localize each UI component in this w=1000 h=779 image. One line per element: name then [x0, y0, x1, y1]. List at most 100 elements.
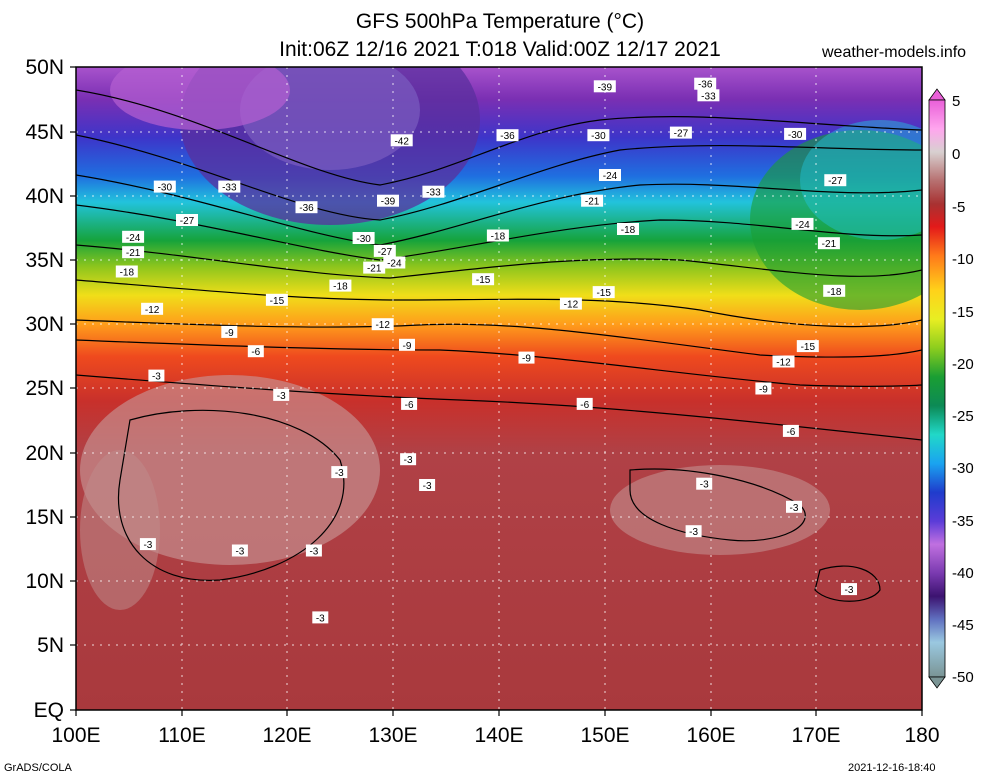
gridlines — [76, 67, 922, 710]
contour-label-text: -12 — [375, 320, 390, 331]
lon-label-110e: 110E — [158, 724, 206, 747]
contour-label-text: -3 — [309, 547, 318, 558]
contour-label: -3 — [231, 544, 248, 558]
contour-label: -30 — [352, 232, 375, 245]
contour-label-text: -12 — [564, 300, 579, 311]
lon-label-100e: 100E — [51, 724, 101, 747]
title-line-1: GFS 500hPa Temperature (°C) — [355, 10, 645, 33]
contour-label-text: -21 — [367, 264, 382, 275]
contour-label: -39 — [377, 194, 399, 208]
contour-label: -18 — [486, 229, 509, 243]
contour-label: -39 — [593, 80, 616, 93]
contour-label-text: -3 — [404, 455, 413, 466]
site-credit: weather-models.info — [822, 44, 967, 61]
contour-label-text: -6 — [405, 400, 414, 411]
contour-label-text: -30 — [356, 234, 371, 245]
contour-label: -6 — [782, 424, 799, 438]
contour-label-text: -21 — [585, 197, 600, 208]
contour-label-text: -39 — [381, 197, 396, 208]
contour-label-text: -12 — [776, 358, 791, 369]
lon-label-120e: 120E — [262, 724, 312, 747]
colorbar-label-m20: -20 — [952, 356, 974, 373]
contour-label-text: -27 — [674, 129, 689, 140]
contour-label: -24 — [383, 256, 406, 270]
contour-label-text: -3 — [335, 468, 344, 479]
lat-label-50n: 50N — [25, 56, 64, 79]
contour-label: -9 — [221, 325, 238, 339]
contour-label-text: -33 — [426, 188, 441, 199]
lat-label-25n: 25N — [25, 377, 64, 400]
contour-label-text: -15 — [270, 296, 285, 307]
contour-label: -36 — [295, 201, 318, 214]
contour-label-text: -12 — [145, 305, 160, 316]
contour-label-text: -3 — [845, 585, 854, 596]
contour-label-text: -18 — [333, 282, 348, 293]
contour-label-text: -18 — [621, 225, 636, 236]
contour-label-text: -33 — [701, 91, 716, 102]
contour-label-text: -6 — [580, 400, 589, 411]
contour-label-text: -9 — [225, 328, 234, 339]
contour-label: -3 — [400, 453, 417, 466]
colorbar-label-m50: -50 — [952, 669, 974, 686]
footer-timestamp: 2021-12-16-18:40 — [848, 762, 936, 774]
contour-label: -15 — [796, 340, 819, 353]
lat-label-20n: 20N — [25, 442, 64, 465]
colorbar-label-m35: -35 — [952, 513, 974, 530]
contour-label-text: -24 — [795, 220, 810, 231]
contour-label-text: -21 — [822, 239, 837, 250]
contour-label-text: -3 — [689, 527, 698, 538]
contour-label-text: -24 — [387, 259, 402, 270]
colorbar-bottom-arrow — [928, 676, 946, 689]
contour-label-text: -9 — [403, 341, 412, 352]
contour-label: -18 — [617, 223, 639, 236]
contour-label-text: -36 — [500, 131, 515, 142]
contour-label-text: -27 — [378, 247, 393, 258]
contour-label: -3 — [139, 538, 156, 551]
contour-label: -33 — [697, 89, 720, 102]
contour-label: -15 — [592, 286, 615, 299]
contour-label-text: -18 — [827, 287, 842, 298]
colorbar-label-m40: -40 — [952, 565, 974, 582]
contour-label: -9 — [399, 338, 415, 352]
contour-label: -24 — [599, 169, 621, 182]
contour-label-text: -30 — [158, 183, 173, 194]
contour-label: -3 — [685, 525, 702, 538]
contour-label-text: -15 — [596, 288, 611, 299]
contour-label-text: -6 — [786, 427, 795, 438]
contour-label: -6 — [576, 397, 593, 411]
colorbar-label-m30: -30 — [952, 460, 974, 477]
contour-label: -21 — [363, 261, 386, 275]
contour-label-text: -3 — [423, 481, 432, 492]
contour-label: -15 — [472, 273, 495, 286]
contour-label: -3 — [305, 544, 322, 558]
lat-label-30n: 30N — [25, 313, 64, 336]
lon-label-150e: 150E — [580, 724, 630, 747]
contour-label-text: -3 — [700, 480, 709, 491]
contour-label-text: -18 — [491, 232, 506, 243]
contour-label: -21 — [817, 237, 840, 250]
contour-label-text: -24 — [126, 233, 141, 244]
contour-label: -12 — [559, 297, 582, 311]
footer-grads-credit: GrADS/COLA — [4, 762, 72, 774]
contour-label-text: -42 — [394, 136, 409, 147]
colorbar-label-m15: -15 — [952, 304, 974, 321]
lon-label-130e: 130E — [368, 724, 418, 747]
contour-label-text: -30 — [788, 130, 803, 141]
contour-label: -9 — [518, 351, 535, 365]
colorbar-top-arrow — [928, 88, 946, 101]
contour-label: -30 — [153, 180, 176, 194]
contour-label-text: -6 — [251, 347, 260, 358]
colorbar-scale — [928, 99, 946, 678]
contour-label: -3 — [696, 477, 713, 491]
contour-label-text: -3 — [143, 540, 152, 551]
contour-label: -18 — [115, 265, 138, 279]
lat-label-40n: 40N — [25, 185, 64, 208]
contour-label: -12 — [371, 318, 394, 331]
contour-label: -3 — [786, 500, 802, 514]
contour-label: -36 — [694, 77, 717, 91]
axis-ticks — [70, 66, 923, 716]
contour-label-text: -27 — [180, 216, 195, 227]
contour-label: -27 — [824, 174, 847, 187]
contour-label: -3 — [841, 583, 857, 596]
